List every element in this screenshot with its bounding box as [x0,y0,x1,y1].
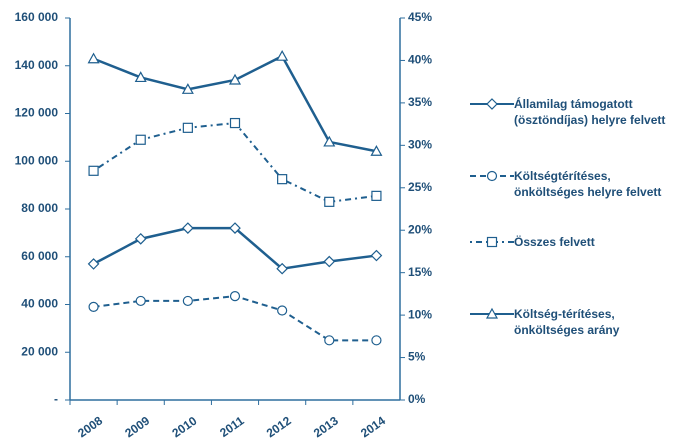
y-tick-label: 100 000 [15,153,59,167]
y2-tick-label: 40% [408,53,432,67]
point [276,262,288,275]
x-tick-label: 2013 [311,413,341,440]
x-tick-label: 2012 [264,413,294,440]
point [228,73,242,85]
legend-marker [485,307,499,319]
legend-label: Államilag támogatott (ösztöndíjas) helyr… [514,97,666,127]
point [182,295,193,307]
point [135,295,146,307]
point [323,255,336,268]
point [87,52,100,64]
legend-label: Költség-térítéses, önköltséges arány [514,307,620,337]
point [182,122,193,133]
y2-tick-label: 10% [408,307,432,321]
y-tick-label: 20 000 [21,344,58,358]
legend-label: Összes felvett [514,235,595,249]
legend-icon [470,98,514,110]
x-tick-label: 2008 [75,413,105,440]
y2-tick-label: 20% [408,222,432,236]
legend-icon [470,236,514,248]
y-tick-label: 140 000 [15,58,59,72]
y2-tick-label: 5% [408,350,426,364]
point [277,305,288,316]
legend-item: Költség-térítéses, önköltséges arány [470,306,670,338]
y-tick-label: - [54,392,58,406]
legend-marker [486,98,498,110]
y2-tick-label: 30% [408,138,432,152]
x-tick-label: 2009 [122,413,152,440]
legend-item: Költségtérítéses, önköltséges helyre fel… [470,168,670,200]
y-tick-label: 40 000 [21,297,58,311]
y2-tick-label: 25% [408,180,432,194]
point [371,190,382,201]
y2-tick-label: 15% [408,265,432,279]
y2-tick-label: 0% [408,392,426,406]
point [324,196,335,207]
point [277,174,288,185]
legend-item: Államilag támogatott (ösztöndíjas) helyr… [470,96,670,128]
y-tick-label: 80 000 [21,201,58,215]
x-tick-label: 2014 [358,413,388,440]
legend-marker [486,170,498,182]
legend-icon [470,170,514,182]
x-tick-label: 2010 [169,413,199,440]
point [324,335,335,346]
point [370,249,383,262]
point [371,335,382,346]
y2-tick-label: 45% [408,10,432,24]
point [229,117,241,129]
point [370,145,383,156]
point [182,222,194,234]
point [229,222,241,234]
point [135,134,146,145]
point [88,165,99,176]
y2-tick-label: 35% [408,95,432,109]
point [276,49,289,61]
point [87,258,100,270]
point [323,135,336,147]
y-tick-label: 160 000 [15,10,59,24]
y-tick-label: 120 000 [15,106,59,120]
point [88,301,99,312]
legend-marker [486,236,498,248]
x-tick-label: 2011 [217,413,247,440]
point [181,83,194,94]
point [134,232,147,245]
legend-label: Költségtérítéses, önköltséges helyre fel… [514,169,662,199]
legend-item: Összes felvett [470,234,670,250]
y-tick-label: 60 000 [21,249,58,263]
point [229,291,241,302]
legend-icon [470,307,514,319]
point [134,71,147,83]
